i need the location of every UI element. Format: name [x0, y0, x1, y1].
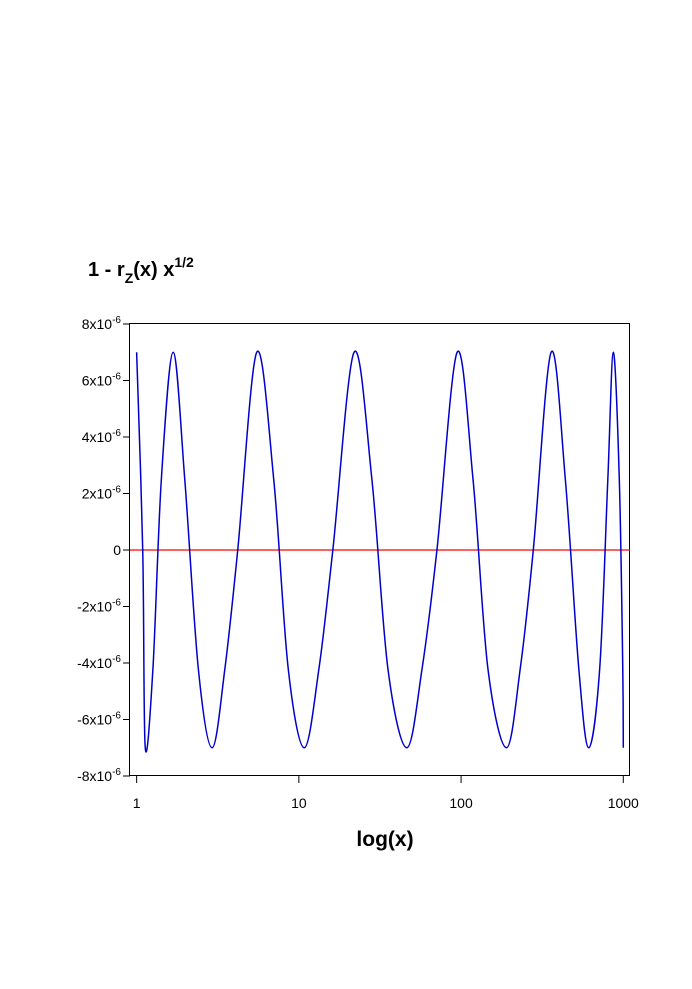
- title-middle: (x) x: [133, 259, 174, 281]
- title-subscript: Z: [125, 270, 134, 286]
- x-axis: 1 10 100 1000: [133, 776, 639, 811]
- y-tick-label: 4x10-6: [82, 428, 122, 445]
- x-axis-label: log(x): [356, 828, 413, 851]
- y-tick-mantissa: 4x10: [82, 429, 113, 445]
- y-tick-mantissa: 6x10: [82, 373, 113, 389]
- y-tick-label: 6x10-6: [82, 372, 122, 389]
- y-tick-label: -6x10-6: [77, 711, 121, 728]
- title-superscript: 1/2: [174, 254, 194, 270]
- y-tick-exponent: -6: [112, 767, 121, 778]
- y-tick-mantissa: -2x10: [77, 599, 112, 615]
- y-tick-exponent: -6: [112, 315, 121, 326]
- x-tick-label: 1000: [608, 795, 639, 811]
- y-tick-mantissa: -8x10: [77, 768, 112, 784]
- chart-title: 1 - rZ(x) x1/2: [88, 254, 194, 286]
- x-tick-label: 1: [133, 795, 141, 811]
- y-tick-exponent: -6: [112, 428, 121, 439]
- x-tick-label: 100: [449, 795, 473, 811]
- y-tick-exponent: -6: [112, 598, 121, 609]
- y-axis: 8x10-66x10-64x10-62x10-60-2x10-6-4x10-6-…: [77, 315, 130, 784]
- series-line: [135, 350, 625, 753]
- y-tick-exponent: -6: [112, 372, 121, 383]
- title-prefix: 1 - r: [88, 259, 125, 281]
- y-tick-mantissa: 2x10: [82, 486, 113, 502]
- y-tick-label: -8x10-6: [77, 767, 121, 784]
- y-tick-label: 8x10-6: [82, 315, 122, 332]
- y-tick-mantissa: 0: [113, 542, 121, 558]
- y-tick-exponent: -6: [112, 485, 121, 496]
- y-tick-label: -4x10-6: [77, 654, 121, 671]
- x-tick-label: 10: [291, 795, 307, 811]
- y-tick-mantissa: -6x10: [77, 712, 112, 728]
- y-tick-label: -2x10-6: [77, 598, 121, 615]
- y-tick-exponent: -6: [112, 654, 121, 665]
- y-tick-exponent: -6: [112, 711, 121, 722]
- y-tick-label: 2x10-6: [82, 485, 122, 502]
- y-tick-label: 0: [113, 542, 121, 558]
- y-tick-mantissa: -4x10: [77, 655, 112, 671]
- y-tick-mantissa: 8x10: [82, 316, 113, 332]
